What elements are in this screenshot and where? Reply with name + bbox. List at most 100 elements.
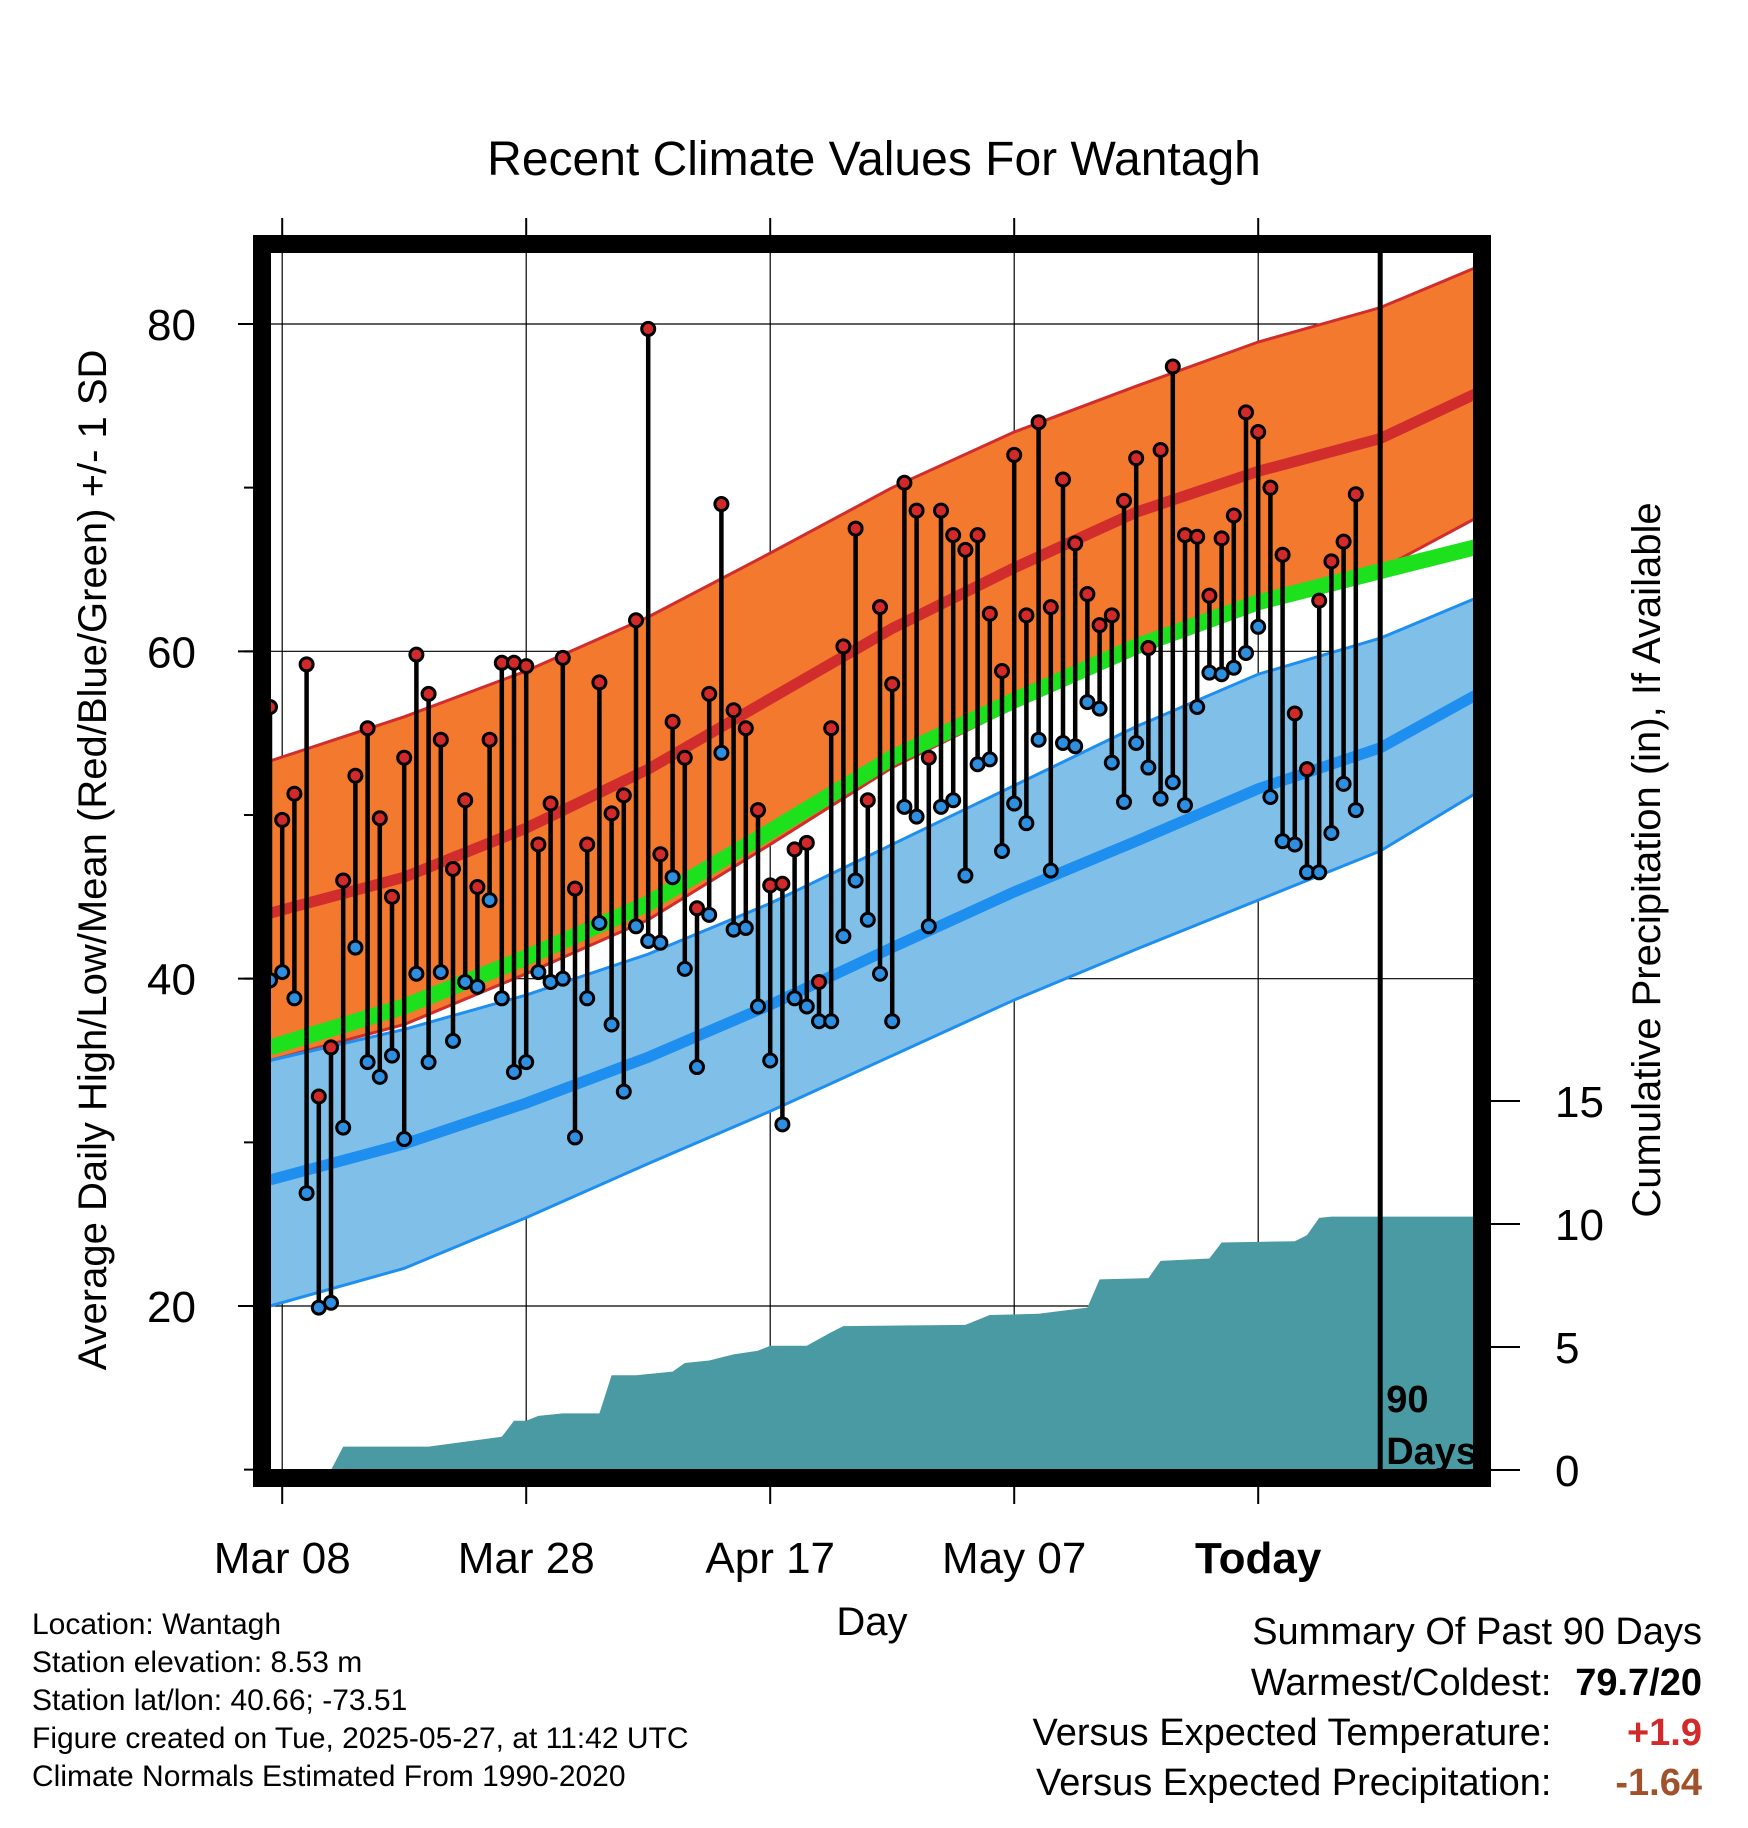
daily-low-point: [1018, 815, 1035, 832]
daily-low-point: [835, 928, 852, 945]
daily-low-point: [1262, 788, 1279, 805]
daily-high-point: [567, 880, 583, 897]
precip-anomaly-label: Versus Expected Precipitation:: [1036, 1762, 1552, 1804]
daily-low-point: [1238, 644, 1254, 661]
y-axis-right: 0 5 10 15: [1482, 1078, 1604, 1496]
daily-high-point: [469, 879, 486, 896]
x-axis: Mar 08 Mar 28 Apr 17 May 07 Today: [214, 218, 1322, 1583]
daily-low-point: [274, 964, 291, 981]
daily-high-point: [725, 702, 742, 719]
daily-high-point: [786, 841, 803, 858]
daily-low-point: [579, 990, 596, 1007]
daily-high-point: [920, 749, 937, 766]
daily-high-point: [811, 973, 827, 990]
daily-high-point: [1286, 705, 1303, 722]
daily-high-point: [286, 785, 303, 802]
daily-high-point: [1018, 607, 1035, 624]
daily-high-point: [1262, 479, 1279, 496]
warmest-coldest-value: 79.7/20: [1575, 1662, 1702, 1704]
daily-low-point: [1079, 694, 1096, 711]
daily-high-point: [1311, 592, 1328, 609]
daily-low-point: [396, 1131, 413, 1148]
daily-high-point: [298, 656, 315, 673]
daily-high-point: [1250, 424, 1267, 441]
high-sd-upper-line: [269, 265, 1479, 763]
daily-low-point: [1006, 795, 1023, 812]
daily-low-point: [1286, 836, 1303, 853]
daily-low-point: [652, 934, 669, 951]
daily-low-point: [689, 1059, 705, 1076]
daily-high-point: [1079, 586, 1096, 603]
daily-low-point: [408, 965, 425, 982]
daily-high-point: [689, 900, 705, 917]
daily-low-point: [628, 918, 644, 935]
precip-cumulative-area: [270, 1216, 1478, 1470]
daily-low-point: [1091, 700, 1108, 717]
daily-high-point: [347, 767, 364, 784]
daily-low-point: [1128, 734, 1145, 751]
daily-low-point: [359, 1054, 376, 1071]
daily-low-point: [1152, 790, 1169, 807]
daily-high-point: [1201, 587, 1218, 604]
daily-low-point: [957, 867, 974, 884]
daily-high-point: [420, 685, 437, 702]
daily-high-point: [1323, 553, 1340, 570]
daily-low-point: [481, 892, 498, 909]
y-axis-left: 20 40 60 80: [147, 301, 262, 1471]
daily-high-point: [774, 875, 791, 892]
chart-title: Recent Climate Values For Wantagh: [487, 133, 1261, 186]
daily-high-point: [713, 496, 730, 513]
daily-high-point: [1128, 450, 1145, 467]
daily-low-point: [1116, 793, 1132, 810]
daily-high-point: [933, 502, 949, 519]
daily-high-point: [896, 474, 913, 491]
daily-high-point: [1225, 507, 1242, 524]
daily-low-point: [823, 1013, 840, 1030]
daily-low-point: [384, 1047, 400, 1064]
daily-low-point: [933, 798, 949, 815]
daily-high-point: [1042, 599, 1059, 616]
low-sd-lower-line: [269, 790, 1479, 1308]
daily-low-point: [518, 1054, 535, 1071]
today-days-label: 90: [1386, 1379, 1428, 1421]
daily-range-stems: [267, 328, 1359, 1308]
daily-low-point: [1347, 802, 1364, 819]
x-tick-label: May 07: [942, 1534, 1086, 1583]
daily-high-point: [847, 520, 864, 537]
daily-low-point: [506, 1063, 522, 1080]
daily-low-point: [762, 1052, 779, 1069]
daily-low-point: [347, 939, 364, 956]
daily-low-point: [1335, 775, 1352, 792]
daily-high-point: [1006, 446, 1023, 463]
daily-high-point: [664, 713, 681, 730]
daily-low-point: [981, 751, 998, 768]
daily-high-point: [1213, 530, 1230, 547]
daily-high-point: [945, 527, 962, 544]
daily-high-point: [737, 720, 754, 737]
daily-low-point: [750, 998, 766, 1015]
normals-text: Climate Normals Estimated From 1990-2020: [32, 1760, 626, 1793]
daily-high-point: [518, 658, 535, 675]
daily-high-point: [701, 685, 718, 702]
daily-high-point: [554, 649, 571, 666]
daily-high-point: [957, 541, 974, 558]
location-text: Location: Wantagh: [32, 1608, 282, 1641]
today-marker: 90 Days: [1377, 244, 1477, 1478]
created-text: Figure created on Tue, 2025-05-27, at 11…: [32, 1722, 689, 1755]
daily-low-point: [701, 906, 718, 923]
daily-high-point: [591, 674, 608, 691]
daily-high-point: [872, 599, 888, 616]
daily-high-point: [994, 662, 1010, 679]
daily-high-point: [628, 612, 644, 629]
daily-low-point: [908, 808, 925, 825]
daily-high-point: [542, 795, 559, 812]
high-mean-line: [268, 387, 1481, 919]
daily-low-point: [664, 869, 681, 886]
daily-high-point: [615, 787, 632, 804]
station-info: Location: Wantagh Station elevation: 8.5…: [32, 1606, 689, 1796]
summary-panel: Summary Of Past 90 Days Warmest/Coldest:…: [1033, 1606, 1702, 1808]
daily-high-point: [323, 1039, 339, 1056]
daily-high-point: [859, 792, 876, 809]
daily-low-point: [713, 744, 730, 761]
